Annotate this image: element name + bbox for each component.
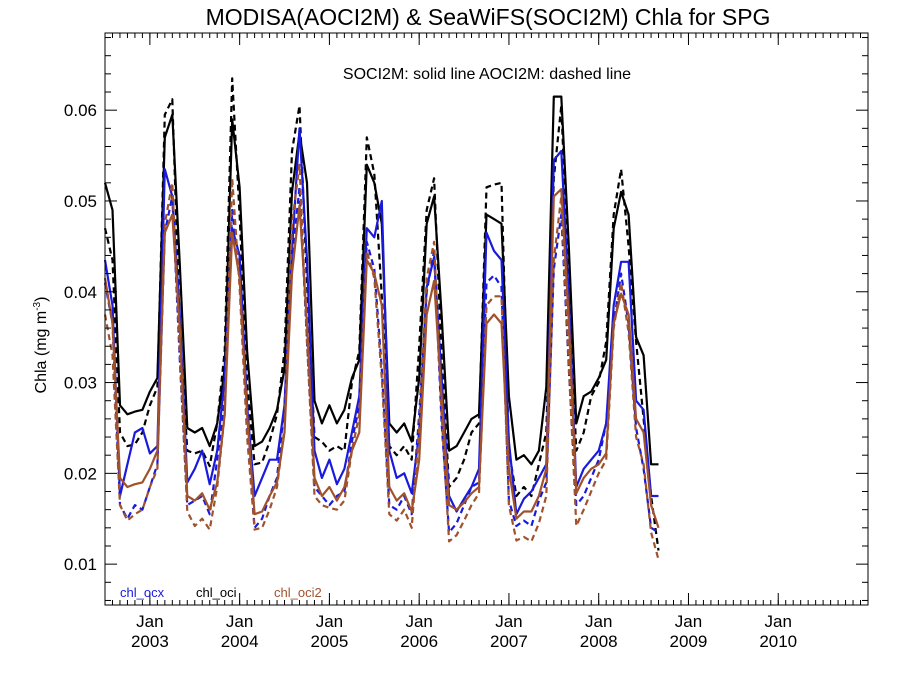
legend-entry-chl-oci: chl_oci <box>196 585 237 600</box>
x-tick-month-label: Jan <box>495 612 522 631</box>
x-tick-month-label: Jan <box>585 612 612 631</box>
y-axis-label: Chla (mg m-3) <box>32 297 50 394</box>
x-tick-year-label: 2004 <box>221 632 259 651</box>
x-tick-year-label: 2009 <box>670 632 708 651</box>
line-style-annotation: SOCI2M: solid line AOCI2M: dashed line <box>343 66 631 83</box>
series-line-chl-ocx-solid <box>103 127 659 516</box>
plot-frame <box>104 32 869 606</box>
x-tick-month-label: Jan <box>405 612 432 631</box>
x-tick-month-label: Jan <box>675 612 702 631</box>
y-tick-label: 0.02 <box>64 464 97 483</box>
x-tick-year-label: 2006 <box>400 632 438 651</box>
x-tick-month-label: Jan <box>136 612 163 631</box>
x-tick-month-label: Jan <box>765 612 792 631</box>
y-tick-label: 0.03 <box>64 374 97 393</box>
series-line-chl-oci-dashed <box>103 77 660 551</box>
y-axis-label-superscript: -3 <box>32 301 43 310</box>
x-tick-year-label: 2010 <box>759 632 797 651</box>
y-axis-label-main: Chla (mg m <box>33 311 50 394</box>
x-tick-year-label: 2008 <box>580 632 618 651</box>
legend-entry-chl-ocx: chl_ocx <box>120 585 165 600</box>
y-tick-label: 0.01 <box>64 555 97 574</box>
y-tick-label: 0.06 <box>64 101 97 120</box>
y-tick-label: 0.04 <box>64 283 97 302</box>
x-tick-month-label: Jan <box>316 612 343 631</box>
x-tick-year-label: 2003 <box>131 632 169 651</box>
x-tick-year-label: 2005 <box>310 632 348 651</box>
legend: chl_ocx chl_oci chl_oci2 <box>120 585 322 600</box>
ticks-layer: 0.010.020.030.040.050.06Jan2003Jan2004Ja… <box>64 33 869 651</box>
y-axis-label-suffix: ) <box>33 297 50 302</box>
series-layer <box>103 77 660 560</box>
x-tick-month-label: Jan <box>226 612 253 631</box>
chart-title: MODISA(AOCI2M) & SeaWiFS(SOCI2M) Chla fo… <box>206 4 771 30</box>
y-tick-label: 0.05 <box>64 192 97 211</box>
legend-entry-chl-oci2: chl_oci2 <box>274 585 322 600</box>
x-tick-year-label: 2007 <box>490 632 528 651</box>
series-line-chl-oci2-solid <box>103 188 660 529</box>
